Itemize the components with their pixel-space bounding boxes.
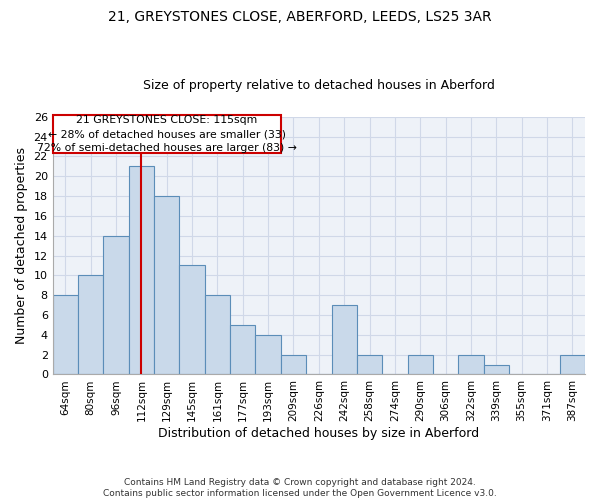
Bar [332, 305, 357, 374]
Bar [256, 335, 281, 374]
Bar [281, 354, 306, 374]
Bar [53, 295, 78, 374]
Bar [458, 354, 484, 374]
Bar [179, 266, 205, 374]
Bar [484, 364, 509, 374]
Text: 21 GREYSTONES CLOSE: 115sqm
← 28% of detached houses are smaller (33)
72% of sem: 21 GREYSTONES CLOSE: 115sqm ← 28% of det… [37, 115, 296, 153]
FancyBboxPatch shape [53, 115, 281, 154]
Title: Size of property relative to detached houses in Aberford: Size of property relative to detached ho… [143, 79, 495, 92]
Bar [154, 196, 179, 374]
Y-axis label: Number of detached properties: Number of detached properties [15, 147, 28, 344]
X-axis label: Distribution of detached houses by size in Aberford: Distribution of detached houses by size … [158, 427, 479, 440]
Bar [357, 354, 382, 374]
Bar [78, 276, 103, 374]
Text: Contains HM Land Registry data © Crown copyright and database right 2024.
Contai: Contains HM Land Registry data © Crown c… [103, 478, 497, 498]
Bar [560, 354, 585, 374]
Bar [407, 354, 433, 374]
Bar [129, 166, 154, 374]
Bar [205, 295, 230, 374]
Text: 21, GREYSTONES CLOSE, ABERFORD, LEEDS, LS25 3AR: 21, GREYSTONES CLOSE, ABERFORD, LEEDS, L… [108, 10, 492, 24]
Bar [230, 325, 256, 374]
Bar [103, 236, 129, 374]
